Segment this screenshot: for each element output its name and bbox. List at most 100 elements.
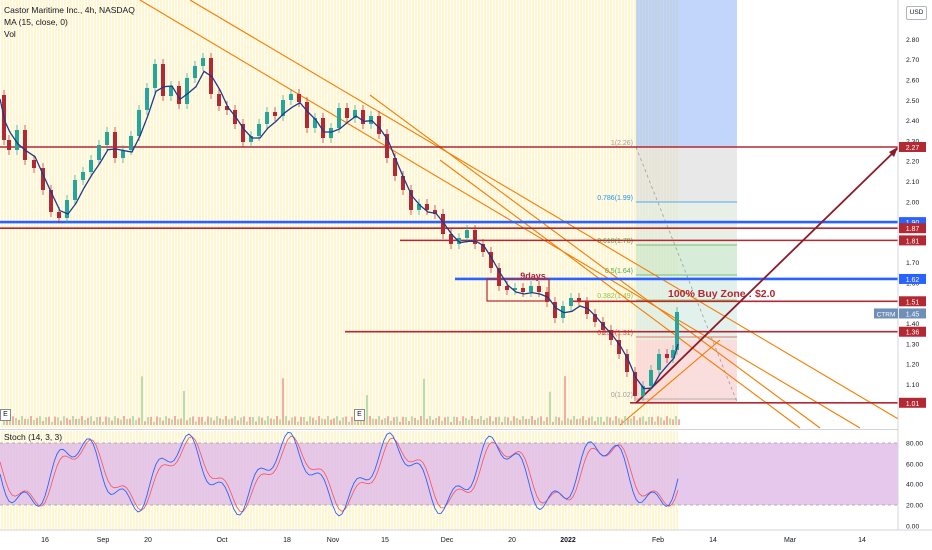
volume-bar (513, 416, 515, 425)
volume-bar (114, 416, 116, 425)
candle (113, 132, 117, 158)
volume-bar (159, 417, 161, 425)
volume-bar (618, 418, 620, 425)
volume-bar (405, 417, 407, 425)
x-tick-label: 15 (381, 537, 389, 544)
volume-bar (216, 416, 218, 425)
volume-bar (402, 416, 404, 425)
price-level-badge-text: 2.27 (906, 145, 920, 152)
price-level-badge (899, 142, 926, 152)
volume-bar (351, 416, 353, 425)
volume-bar (81, 416, 83, 425)
price-level-badge-text: 1.36 (906, 330, 920, 337)
candle (297, 94, 301, 102)
candle (217, 94, 221, 106)
candle (369, 116, 373, 124)
symbol-badge (874, 308, 898, 319)
volume-bar (174, 416, 176, 425)
candle (57, 212, 61, 218)
x-tick-label: Nov (327, 537, 340, 544)
volume-bar (300, 416, 302, 425)
candle (671, 350, 675, 358)
volume-bar (105, 416, 107, 425)
volume-bar (153, 421, 155, 425)
volume-bar (210, 417, 212, 425)
x-tick-label: Feb (652, 537, 664, 544)
price-level-badge-text: 1.81 (906, 238, 920, 245)
buy-zone-label: 100% Buy Zone : $2.0 (668, 288, 776, 300)
earnings-event-icon[interactable]: E (0, 409, 11, 421)
volume-bar (309, 416, 311, 425)
y-tick-label: 1.20 (906, 362, 919, 369)
candle (105, 132, 109, 145)
volume-bar (321, 418, 323, 425)
x-tick-label: 18 (283, 537, 291, 544)
ma-line (0, 70, 679, 390)
volume-bar (591, 416, 593, 425)
price-level-badge (899, 397, 926, 408)
volume-bar (441, 420, 443, 425)
earnings-event-icon[interactable]: E (354, 409, 365, 421)
volume-bar (324, 419, 326, 425)
candle (465, 230, 469, 238)
volume-bar (648, 416, 650, 425)
volume-bar (231, 418, 233, 425)
volume-bar (177, 419, 179, 425)
volume-bar (96, 417, 98, 425)
volume-bar (666, 416, 668, 425)
candle (577, 298, 581, 302)
volume-bar (45, 417, 47, 425)
volume-bar (312, 417, 314, 425)
volume-bar (330, 419, 332, 425)
volume-bar (243, 416, 245, 425)
volume-bar (327, 416, 329, 425)
projection-zone (636, 0, 737, 147)
volume-bar (435, 418, 437, 425)
y-tick-label: 2.10 (906, 179, 919, 186)
candle (73, 180, 77, 200)
volume-bar (483, 419, 485, 425)
candle (489, 252, 493, 268)
volume-bar (492, 420, 494, 425)
y-tick-label: 2.80 (906, 37, 919, 44)
volume-bar (108, 417, 110, 425)
volume-bar (39, 416, 41, 425)
price-level-badge-text: 1.87 (906, 226, 920, 233)
volume-bar (363, 417, 365, 425)
volume-bar (354, 417, 356, 425)
volume-bar (657, 416, 659, 425)
volume-bar (288, 420, 290, 425)
volume-bar (60, 420, 62, 425)
fib-zone (636, 275, 737, 340)
volume-bar (102, 421, 104, 425)
volume-bar (303, 416, 305, 425)
volume-bar (201, 416, 203, 425)
candle (513, 288, 517, 290)
candle (153, 64, 157, 88)
volume-bar (42, 420, 44, 425)
candle (7, 140, 11, 150)
fib-label: 0.382(1.49) (597, 293, 633, 300)
volume-bar (594, 421, 596, 425)
volume-bar (291, 417, 293, 425)
fib-label: 0.618(1.78) (597, 238, 633, 245)
volume-bar (213, 420, 215, 425)
volume-bar (639, 417, 641, 425)
volume-bar (228, 419, 230, 425)
volume-bar (642, 416, 644, 425)
volume-bar (357, 421, 359, 425)
volume-bar (486, 417, 488, 425)
volume-bar (225, 416, 227, 425)
y-tick-label: 2.30 (906, 138, 919, 145)
volume-bar (165, 416, 167, 425)
volume-bar (204, 421, 206, 425)
volume-bar (222, 419, 224, 425)
volume-bar (636, 420, 638, 425)
fib-label: 1(2.26) (611, 140, 633, 147)
currency-badge[interactable]: USD (906, 6, 927, 20)
candle (425, 204, 429, 210)
volume-bar (156, 416, 158, 425)
candle (449, 234, 453, 244)
volume-bar (534, 419, 536, 425)
candle (305, 102, 309, 128)
